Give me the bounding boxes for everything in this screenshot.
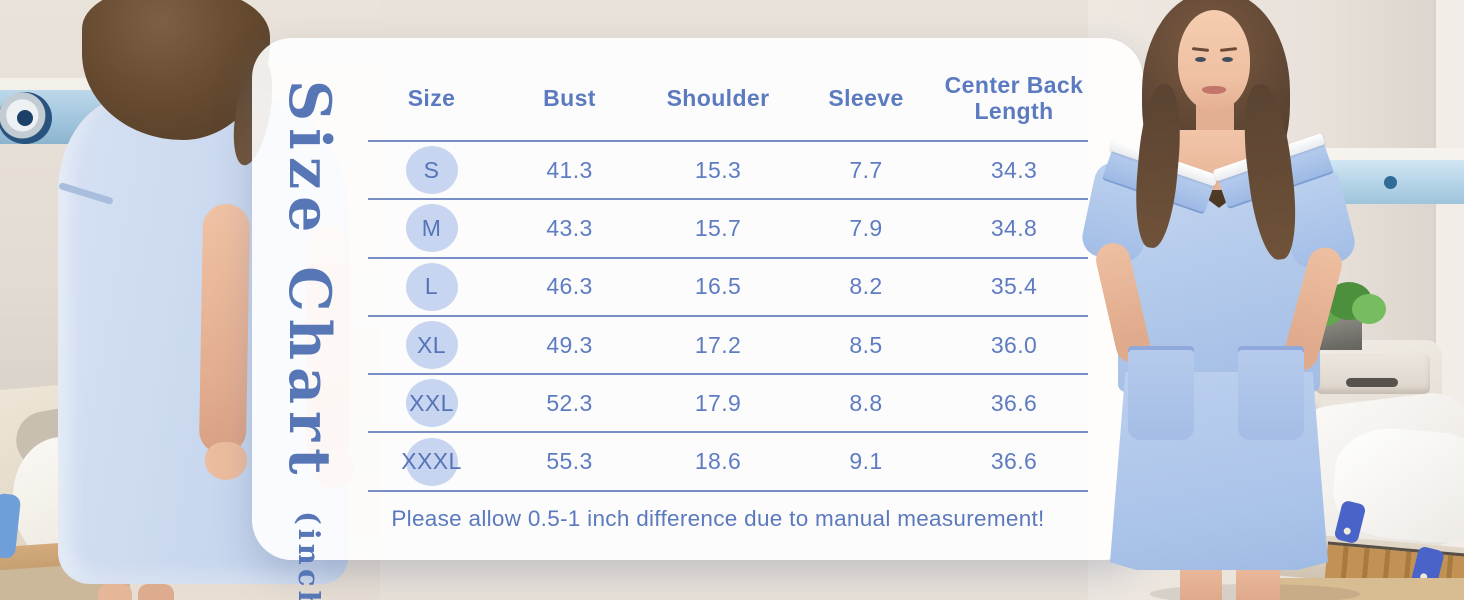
model-front-eye	[1222, 57, 1233, 62]
model-back-leg	[98, 584, 132, 600]
size-chart-card: Size Chart (inch) Size Bust Shoulder Sle…	[252, 38, 1143, 600]
column-header-center-back-length: Center Back Length	[944, 71, 1084, 124]
center-back-length-value: 36.0	[990, 331, 1038, 358]
size-chart-title: Size Chart (inch)	[276, 80, 343, 600]
wall-panel-socket	[1384, 176, 1397, 189]
model-front	[1078, 0, 1360, 600]
drawer-handle	[1346, 378, 1398, 387]
bust-value: 55.3	[546, 448, 593, 475]
model-back-arm	[198, 203, 251, 455]
sleeve-value: 7.7	[849, 156, 883, 183]
center-back-length-value: 35.4	[990, 273, 1038, 300]
size-badge: M	[405, 204, 458, 253]
table-header-row: Size Bust Shoulder Sleeve Center Back Le…	[368, 38, 1088, 142]
title-text: Size Chart	[276, 80, 343, 482]
size-cell: XXXL	[368, 437, 495, 486]
sleeve-value: 8.8	[849, 389, 883, 416]
sleeve-value: 7.9	[849, 214, 883, 241]
size-cell: XXL	[368, 379, 495, 428]
center-back-length-value: 34.3	[990, 156, 1038, 183]
table-row: XXL 52.3 17.9 8.8 36.6	[368, 375, 1088, 434]
gown-pocket	[1238, 346, 1304, 440]
shoulder-value: 17.2	[694, 331, 742, 358]
bust-value: 46.3	[546, 273, 593, 300]
size-table: Size Bust Shoulder Sleeve Center Back Le…	[368, 38, 1088, 492]
column-header-sleeve: Sleeve	[828, 84, 904, 111]
wall-socket-center	[17, 110, 33, 126]
shoulder-value: 18.6	[694, 448, 742, 475]
center-back-length-value: 36.6	[990, 389, 1038, 416]
right-floor	[1268, 578, 1464, 600]
size-badge: XXXL	[401, 437, 461, 486]
wall-panel-cap	[1310, 148, 1464, 160]
model-front-lips	[1202, 86, 1226, 94]
measurement-note: Please allow 0.5-1 inch difference due t…	[391, 506, 1045, 531]
table-row: S 41.3 15.3 7.7 34.3	[368, 142, 1088, 201]
shoulder-value: 17.9	[694, 389, 742, 416]
bust-value: 52.3	[546, 389, 593, 416]
size-cell: S	[368, 146, 495, 195]
table-row: XL 49.3 17.2 8.5 36.0	[368, 317, 1088, 376]
shoulder-value: 15.3	[694, 156, 742, 183]
column-header-size: Size	[407, 84, 456, 111]
column-header-shoulder: Shoulder	[666, 84, 770, 111]
size-badge: XL	[405, 321, 458, 370]
table-row: L 46.3 16.5 8.2 35.4	[368, 259, 1088, 317]
wall-socket-dial	[0, 92, 52, 144]
bust-value: 43.3	[546, 214, 593, 241]
model-back-leg	[138, 584, 174, 600]
model-back-hand	[205, 442, 247, 480]
title-unit: (inch)	[292, 510, 326, 600]
center-back-length-value: 36.6	[990, 448, 1038, 475]
model-front-eye	[1195, 57, 1206, 62]
table-row: M 43.3 15.7 7.9 34.8	[368, 200, 1088, 259]
column-header-bust: Bust	[543, 84, 596, 111]
table-row: XXXL 55.3 18.6 9.1 36.6	[368, 433, 1088, 492]
sleeve-value: 8.2	[849, 273, 883, 300]
sleeve-value: 8.5	[849, 331, 883, 358]
shoulder-value: 16.5	[694, 273, 742, 300]
bust-value: 49.3	[546, 331, 593, 358]
size-cell: XL	[368, 321, 495, 370]
gown-pocket	[1128, 346, 1194, 440]
size-cell: L	[368, 262, 495, 311]
plant-leaves	[1352, 294, 1386, 324]
model-front-face	[1178, 10, 1250, 110]
bust-value: 41.3	[546, 156, 593, 183]
size-badge: L	[405, 262, 458, 311]
center-back-length-value: 34.8	[990, 214, 1038, 241]
cabinet-drawer	[1316, 354, 1430, 394]
shoulder-value: 15.7	[694, 214, 742, 241]
size-badge: S	[405, 146, 458, 195]
size-cell: M	[368, 204, 495, 253]
size-badge: XXL	[405, 379, 458, 428]
sleeve-value: 9.1	[849, 448, 883, 475]
